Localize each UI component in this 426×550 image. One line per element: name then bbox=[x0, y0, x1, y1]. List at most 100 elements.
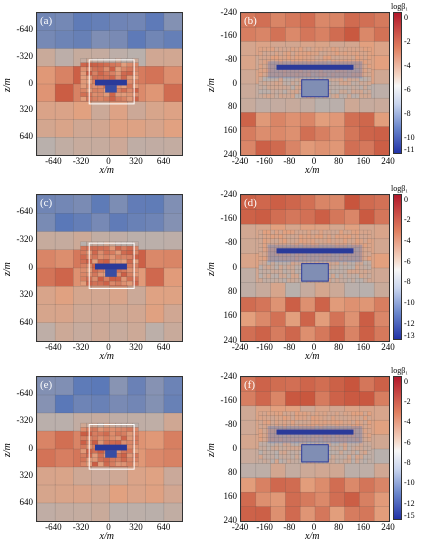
y-tick-label: -640 bbox=[16, 206, 34, 217]
colorbar-d bbox=[393, 194, 402, 340]
colorbar-tick-label: -12 bbox=[404, 318, 415, 328]
colorbar-tick-label: 0 bbox=[404, 12, 408, 22]
x-tick-label: 0 bbox=[311, 156, 317, 166]
y-axis-label: z/m bbox=[206, 262, 217, 276]
x-tick-label: -640 bbox=[45, 522, 62, 532]
anomaly-strip-f bbox=[276, 429, 354, 435]
mesh-field-b bbox=[241, 13, 389, 155]
anomaly-box-d bbox=[301, 263, 329, 282]
y-tick-label: -160 bbox=[220, 212, 238, 223]
colorbar-title: logβ₁ bbox=[391, 184, 409, 193]
anomaly-strip-d bbox=[276, 248, 354, 254]
x-tick-label: 160 bbox=[356, 156, 371, 166]
mesh-field-e bbox=[37, 377, 182, 521]
zoom-frame-a bbox=[88, 59, 135, 105]
colorbar-tick-label: -6 bbox=[404, 256, 411, 266]
x-tick-label: 0 bbox=[311, 342, 317, 352]
x-tick-label: -160 bbox=[256, 156, 273, 166]
x-tick-label: -80 bbox=[283, 156, 296, 166]
colorbar-tick-label: -4 bbox=[404, 60, 411, 70]
x-tick-label: -240 bbox=[231, 156, 249, 166]
colorbar-tick-label: -2 bbox=[404, 215, 411, 225]
anomaly-box-f bbox=[301, 444, 329, 463]
x-tick-label: -320 bbox=[72, 342, 90, 352]
y-tick-label: 160 bbox=[223, 124, 238, 135]
x-tick-label: 640 bbox=[156, 342, 171, 352]
colorbar-tick-label: -8 bbox=[404, 108, 411, 118]
mesh-field-d bbox=[241, 195, 389, 341]
x-tick-label: -320 bbox=[72, 522, 90, 532]
x-tick-label: 0 bbox=[311, 522, 317, 532]
y-tick-label: -240 bbox=[220, 188, 238, 199]
y-axis-label: z/m bbox=[2, 262, 13, 276]
y-tick-label: 0 bbox=[232, 442, 238, 453]
colorbar-title: logβ₁ bbox=[391, 366, 409, 375]
colorbar-tick-label: -8 bbox=[404, 277, 411, 287]
x-tick-label: 80 bbox=[334, 522, 344, 532]
colorbar-tick-label: -10 bbox=[404, 133, 415, 142]
x-axis-label: x/m bbox=[99, 351, 114, 362]
y-tick-label: 320 bbox=[19, 469, 34, 480]
x-tick-label: -80 bbox=[283, 342, 296, 352]
x-tick-label: -80 bbox=[283, 522, 296, 532]
y-tick-label: 80 bbox=[228, 285, 237, 296]
x-tick-label: 0 bbox=[106, 156, 111, 166]
y-tick-label: -320 bbox=[16, 415, 34, 426]
y-tick-label: -160 bbox=[220, 30, 238, 41]
y-tick-label: 0 bbox=[28, 442, 34, 453]
x-tick-label: 240 bbox=[381, 156, 395, 166]
y-tick-label: -240 bbox=[220, 370, 238, 381]
y-tick-label: 240 bbox=[223, 514, 238, 525]
y-axis-label: z/m bbox=[2, 78, 13, 92]
colorbar-tick-label: -6 bbox=[404, 84, 411, 94]
panel-label-b: (b) bbox=[244, 15, 257, 27]
plot-area-f: (f) bbox=[240, 376, 390, 522]
panel-label-a: (a) bbox=[40, 15, 53, 27]
colorbar-tick-label: -12 bbox=[404, 498, 415, 508]
y-tick-label: -240 bbox=[220, 6, 238, 17]
plot-area-a: (a) bbox=[36, 12, 183, 156]
anomaly-box-b bbox=[301, 79, 329, 98]
y-tick-label: 0 bbox=[28, 261, 34, 272]
colorbar-tick-label: -11 bbox=[404, 144, 415, 154]
mesh-field-f bbox=[241, 377, 389, 521]
y-tick-label: -320 bbox=[16, 50, 34, 61]
y-tick-label: 0 bbox=[232, 261, 238, 272]
y-tick-label: 80 bbox=[228, 466, 237, 477]
colorbar-tick-label: -8 bbox=[404, 458, 411, 468]
plot-area-c: (c) bbox=[36, 194, 183, 342]
x-tick-label: -240 bbox=[231, 522, 249, 532]
y-axis-label: z/m bbox=[206, 78, 217, 92]
x-tick-label: -320 bbox=[72, 156, 90, 166]
zoom-frame-e bbox=[88, 424, 135, 470]
y-tick-label: -80 bbox=[225, 237, 237, 248]
colorbar-tick-label: -10 bbox=[404, 297, 415, 307]
plot-area-b: (b) bbox=[240, 12, 390, 156]
x-tick-label: 160 bbox=[356, 342, 371, 352]
x-axis-label: x/m bbox=[99, 165, 114, 176]
y-tick-label: 320 bbox=[19, 104, 34, 115]
colorbar-tick-label: -2 bbox=[404, 36, 411, 46]
x-tick-label: 240 bbox=[381, 522, 395, 532]
x-axis-label: x/m bbox=[305, 165, 320, 176]
x-tick-label: 80 bbox=[334, 156, 344, 166]
anomaly-e bbox=[95, 444, 127, 451]
colorbar-tick-label: -4 bbox=[404, 236, 411, 246]
plot-area-d: (d) bbox=[240, 194, 390, 342]
x-tick-label: -240 bbox=[231, 342, 249, 352]
colorbar-tick-label: 0 bbox=[404, 194, 408, 204]
x-tick-label: -160 bbox=[256, 522, 273, 532]
colorbar-tick-label: -10 bbox=[404, 478, 415, 488]
y-tick-label: 320 bbox=[19, 289, 34, 300]
mesh-field-a bbox=[37, 13, 182, 155]
colorbar-tick-label: -13 bbox=[404, 330, 415, 340]
x-tick-label: 320 bbox=[129, 522, 143, 532]
y-tick-label: 640 bbox=[19, 131, 34, 142]
plot-area-e: (e) bbox=[36, 376, 183, 522]
x-tick-label: 320 bbox=[129, 342, 143, 352]
colorbar-tick-label: -2 bbox=[404, 397, 411, 407]
panel-label-e: (e) bbox=[40, 379, 53, 391]
y-tick-label: -640 bbox=[16, 387, 34, 398]
y-axis-label: z/m bbox=[2, 443, 13, 457]
